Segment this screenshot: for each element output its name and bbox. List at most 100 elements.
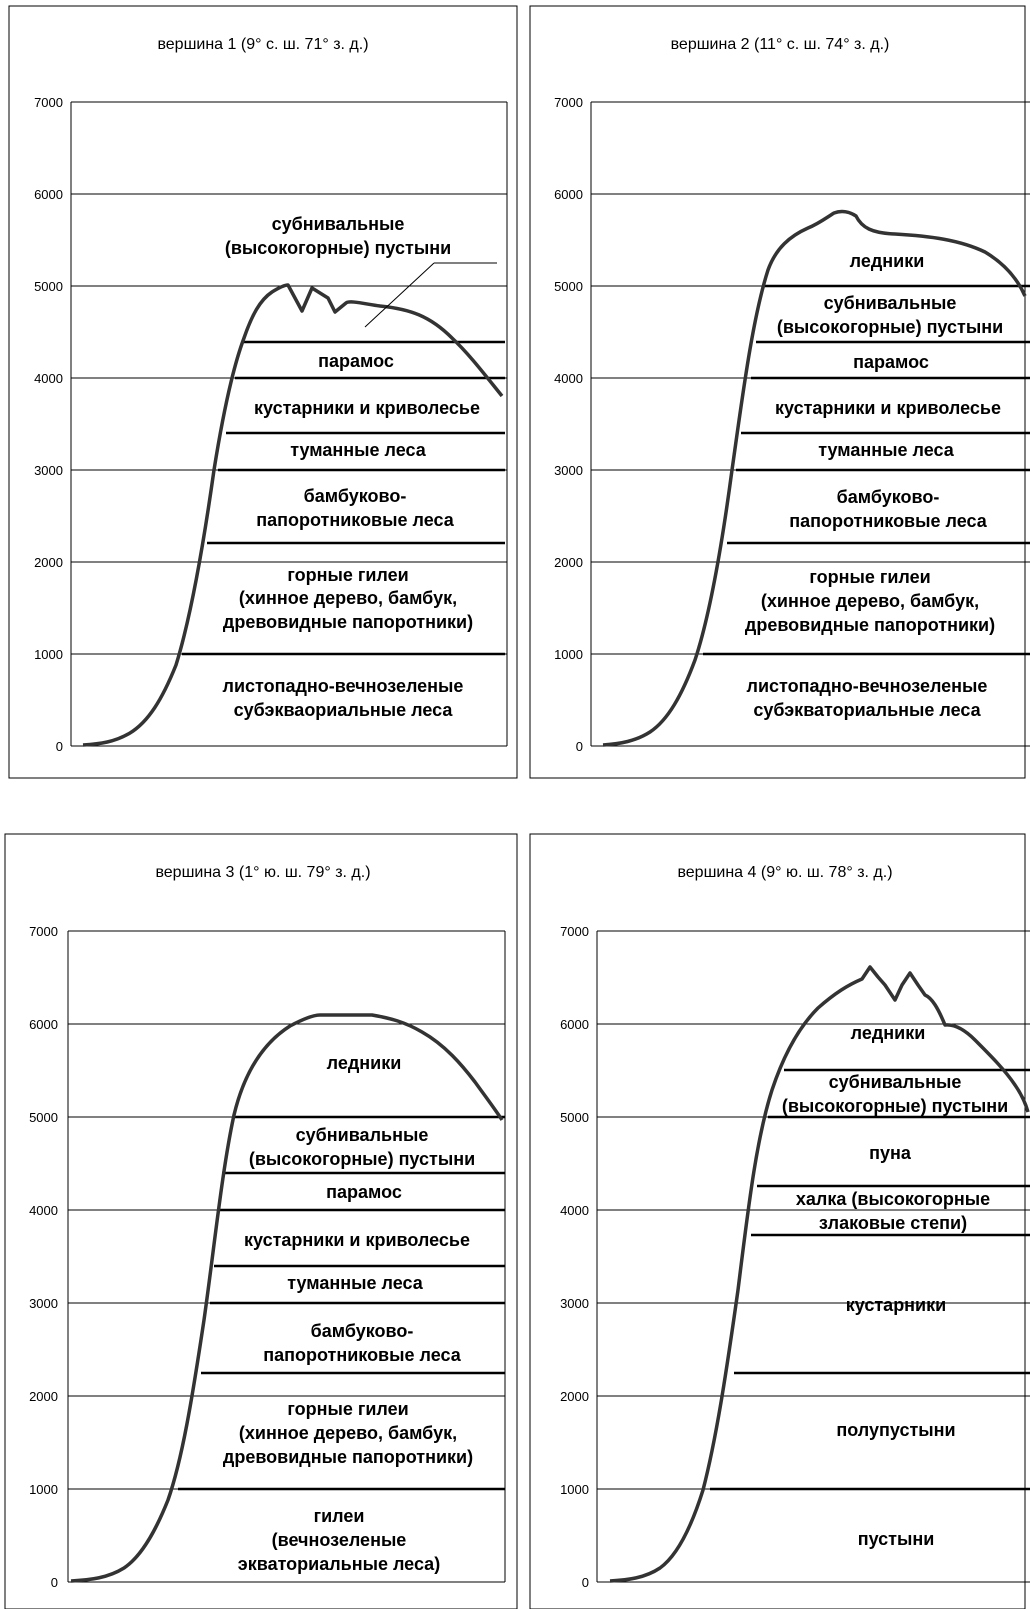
belt-label: папоротниковые леса bbox=[263, 1345, 461, 1365]
belt-boundaries bbox=[710, 1068, 1030, 1491]
belt-label: субнивальные bbox=[824, 293, 957, 313]
y-tick-label: 0 bbox=[51, 1575, 58, 1590]
y-tick-label: 5000 bbox=[554, 279, 583, 294]
belt-label: субнивальные bbox=[272, 214, 405, 234]
panel-title: вершина 3 (1° ю. ш. 79° з. д.) bbox=[155, 864, 370, 881]
y-tick-label: 1000 bbox=[560, 1482, 589, 1497]
belt-label: пуна bbox=[869, 1143, 912, 1163]
y-tick-label: 4000 bbox=[560, 1203, 589, 1218]
belt-label: кустарники и криволесье bbox=[775, 398, 1001, 418]
y-tick-label: 5000 bbox=[34, 279, 63, 294]
belt-label: кустарники и криволесье bbox=[244, 1230, 470, 1250]
mountain-profile bbox=[70, 1013, 504, 1583]
y-tick-label: 1000 bbox=[29, 1482, 58, 1497]
belt-label: туманные леса bbox=[287, 1273, 423, 1293]
belt-label: листопадно-вечнозеленые bbox=[747, 676, 988, 696]
y-tick-labels: 7000 6000 5000 4000 3000 2000 1000 0 bbox=[554, 95, 583, 754]
y-tick-label: 5000 bbox=[560, 1110, 589, 1125]
belt-label: гилеи bbox=[314, 1506, 365, 1526]
y-tick-label: 2000 bbox=[34, 555, 63, 570]
belt-label: полупустыни bbox=[836, 1420, 955, 1440]
panel-title: вершина 2 (11° с. ш. 74° з. д.) bbox=[671, 36, 890, 53]
belt-label: бамбуково- bbox=[304, 486, 407, 506]
y-tick-label: 2000 bbox=[554, 555, 583, 570]
belt-label: листопадно-вечнозеленые bbox=[223, 676, 464, 696]
belt-label: кустарники и криволесье bbox=[254, 398, 480, 418]
belt-labels: ледники субнивальные (высокогорные) пуст… bbox=[745, 251, 1003, 720]
y-tick-label: 5000 bbox=[29, 1110, 58, 1125]
panel-title: вершина 4 (9° ю. ш. 78° з. д.) bbox=[677, 864, 892, 881]
belt-label: (вечнозеленые bbox=[272, 1530, 407, 1550]
belt-label: папоротниковые леса bbox=[789, 511, 987, 531]
belt-label: древовидные папоротники) bbox=[223, 612, 473, 632]
belt-label: горные гилеи bbox=[287, 1399, 408, 1419]
belt-label: парамос bbox=[318, 351, 394, 371]
mountain-profile bbox=[602, 209, 1027, 747]
belt-label: (высокогорные) пустыни bbox=[777, 317, 1003, 337]
y-tick-label: 3000 bbox=[560, 1296, 589, 1311]
y-tick-label: 7000 bbox=[554, 95, 583, 110]
belt-label: бамбуково- bbox=[311, 1321, 414, 1341]
y-tick-label: 2000 bbox=[560, 1389, 589, 1404]
y-tick-labels: 7000 6000 5000 4000 3000 2000 1000 0 bbox=[29, 924, 58, 1590]
belt-label: кустарники bbox=[846, 1295, 946, 1315]
y-tick-label: 1000 bbox=[34, 647, 63, 662]
y-tick-label: 7000 bbox=[34, 95, 63, 110]
y-tick-label: 4000 bbox=[34, 371, 63, 386]
y-tick-label: 4000 bbox=[554, 371, 583, 386]
y-tick-label: 0 bbox=[582, 1575, 589, 1590]
belt-label: папоротниковые леса bbox=[256, 510, 454, 530]
belt-label: (высокогорные) пустыни bbox=[782, 1096, 1008, 1116]
belt-boundaries bbox=[703, 284, 1030, 656]
belt-label: ледники bbox=[850, 251, 925, 271]
belt-labels: субнивальные (высокогорные) пустыни пара… bbox=[223, 214, 480, 720]
y-tick-labels: 7000 6000 5000 4000 3000 2000 1000 0 bbox=[34, 95, 63, 754]
belt-label: экваториальные леса) bbox=[238, 1554, 440, 1574]
panel-frame bbox=[529, 5, 1026, 779]
belt-label: туманные леса bbox=[290, 440, 426, 460]
y-tick-label: 1000 bbox=[554, 647, 583, 662]
belt-label: древовидные папоротники) bbox=[223, 1447, 473, 1467]
y-tick-label: 0 bbox=[56, 739, 63, 754]
belt-label: парамос bbox=[853, 352, 929, 372]
belt-label: горные гилеи bbox=[809, 567, 930, 587]
belt-labels: ледники субнивальные (высокогорные) пуст… bbox=[223, 1053, 475, 1574]
belt-label: субэкваориальные леса bbox=[234, 700, 454, 720]
panel-frame bbox=[529, 833, 1026, 1609]
belt-boundaries bbox=[178, 1115, 505, 1491]
y-tick-label: 6000 bbox=[560, 1017, 589, 1032]
leader-line bbox=[364, 262, 435, 328]
belt-label: туманные леса bbox=[818, 440, 954, 460]
belt-label: (хинное дерево, бамбук, bbox=[239, 1423, 457, 1443]
y-tick-label: 3000 bbox=[34, 463, 63, 478]
belt-label: ледники bbox=[851, 1023, 926, 1043]
panel-title: вершина 1 (9° с. ш. 71° з. д.) bbox=[157, 36, 368, 53]
belt-label: субнивальные bbox=[829, 1072, 962, 1092]
panel-3: вершина 3 (1° ю. ш. 79° з. д.) 7000 6000… bbox=[4, 833, 518, 1609]
panel-frame bbox=[8, 5, 518, 779]
belt-labels: ледники субнивальные (высокогорные) пуст… bbox=[782, 1023, 1008, 1549]
y-tick-label: 6000 bbox=[29, 1017, 58, 1032]
belt-label: (хинное дерево, бамбук, bbox=[761, 591, 979, 611]
y-tick-label: 6000 bbox=[554, 187, 583, 202]
panel-frame bbox=[4, 833, 518, 1609]
belt-label: халка (высокогорные bbox=[796, 1189, 990, 1209]
panel-2: вершина 2 (11° с. ш. 74° з. д.) 7000 600… bbox=[529, 5, 1030, 779]
belt-label: парамос bbox=[326, 1182, 402, 1202]
y-tick-label: 6000 bbox=[34, 187, 63, 202]
panel-1: вершина 1 (9° с. ш. 71° з. д.) 7000 6000… bbox=[8, 5, 518, 779]
y-tick-label: 7000 bbox=[560, 924, 589, 939]
belt-label: ледники bbox=[327, 1053, 402, 1073]
belt-boundaries bbox=[182, 340, 505, 656]
belt-label: (хинное дерево, бамбук, bbox=[239, 588, 457, 608]
belt-label: древовидные папоротники) bbox=[745, 615, 995, 635]
belt-label: субэкваториальные леса bbox=[753, 700, 981, 720]
mountain-profile bbox=[82, 283, 504, 747]
belt-label: злаковые степи) bbox=[819, 1213, 967, 1233]
belt-label: (высокогорные) пустыни bbox=[249, 1149, 475, 1169]
belt-label: бамбуково- bbox=[837, 487, 940, 507]
y-tick-label: 7000 bbox=[29, 924, 58, 939]
y-tick-label: 2000 bbox=[29, 1389, 58, 1404]
y-tick-label: 3000 bbox=[29, 1296, 58, 1311]
